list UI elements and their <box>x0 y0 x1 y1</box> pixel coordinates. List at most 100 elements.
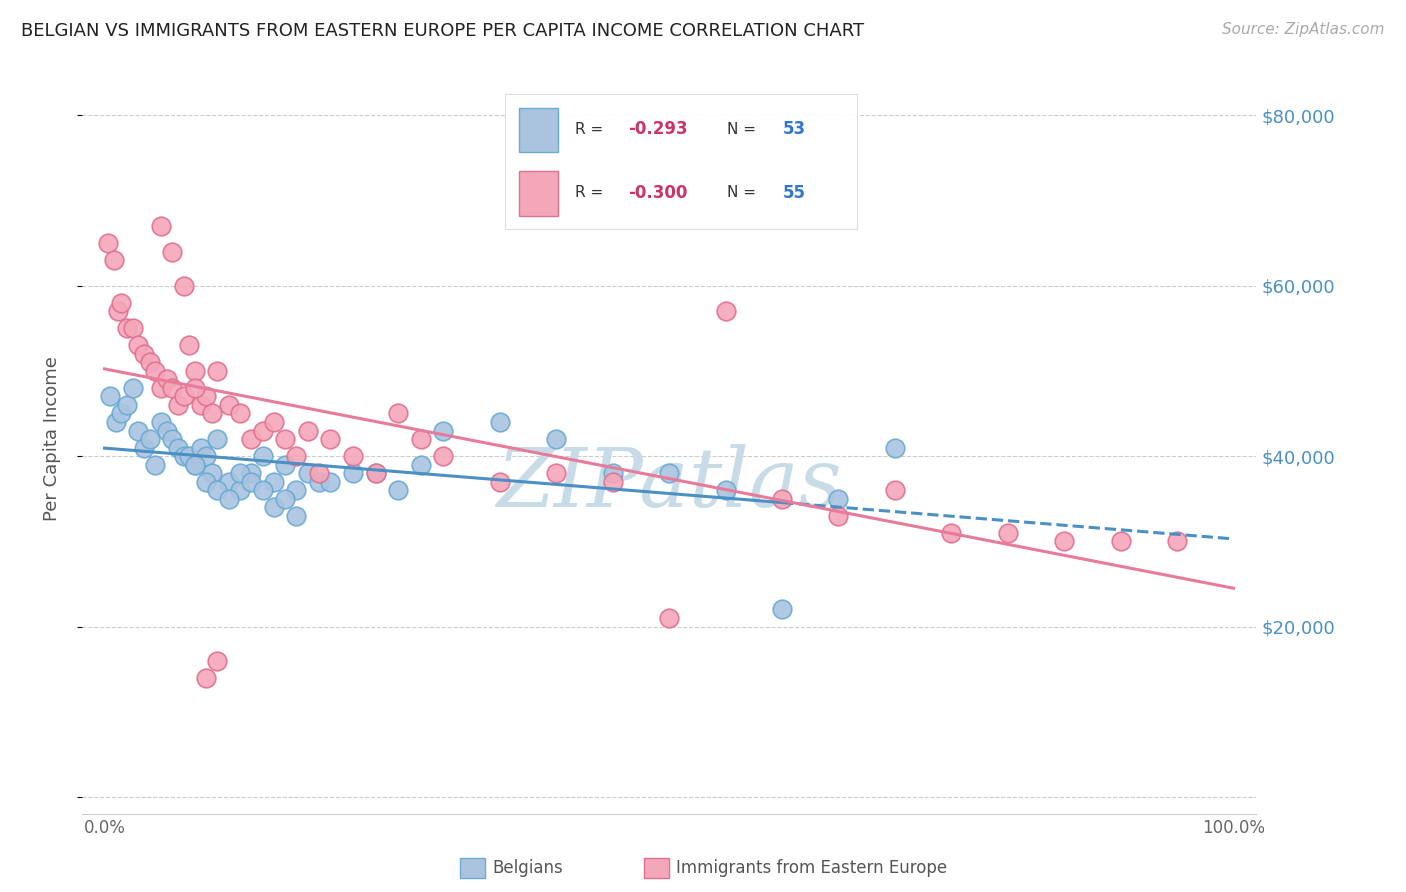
Point <box>364 466 387 480</box>
Point <box>263 475 285 489</box>
Point <box>127 424 149 438</box>
Point <box>274 458 297 472</box>
Point <box>121 381 143 395</box>
Point <box>263 500 285 515</box>
Point <box>173 389 195 403</box>
Point <box>127 338 149 352</box>
Point <box>179 449 201 463</box>
Text: Immigrants from Eastern Europe: Immigrants from Eastern Europe <box>676 859 948 877</box>
Point <box>285 449 308 463</box>
Text: BELGIAN VS IMMIGRANTS FROM EASTERN EUROPE PER CAPITA INCOME CORRELATION CHART: BELGIAN VS IMMIGRANTS FROM EASTERN EUROP… <box>21 22 865 40</box>
Point <box>184 458 207 472</box>
Point <box>218 491 240 506</box>
Point <box>132 347 155 361</box>
Point <box>297 424 319 438</box>
Point <box>110 295 132 310</box>
Point <box>162 381 184 395</box>
Point <box>207 432 229 446</box>
Point <box>883 483 905 498</box>
Text: Belgians: Belgians <box>492 859 562 877</box>
Point <box>110 407 132 421</box>
Point <box>342 466 364 480</box>
Point <box>240 466 263 480</box>
Point <box>173 449 195 463</box>
Point <box>770 602 793 616</box>
Point <box>1166 534 1188 549</box>
Point <box>184 381 207 395</box>
Point <box>97 235 120 250</box>
Point <box>149 415 172 429</box>
Point <box>143 364 166 378</box>
Point <box>167 441 190 455</box>
Point <box>156 372 179 386</box>
Point <box>184 458 207 472</box>
Point <box>308 475 330 489</box>
Point <box>190 441 212 455</box>
Point <box>1109 534 1132 549</box>
Point <box>115 398 138 412</box>
Point <box>207 483 229 498</box>
Point <box>207 364 229 378</box>
Point <box>546 466 568 480</box>
Point <box>342 449 364 463</box>
Text: Source: ZipAtlas.com: Source: ZipAtlas.com <box>1222 22 1385 37</box>
Point <box>432 424 454 438</box>
Point <box>770 491 793 506</box>
Point <box>827 491 849 506</box>
Point <box>308 466 330 480</box>
Point <box>240 432 263 446</box>
Point <box>240 475 263 489</box>
Point <box>103 253 125 268</box>
Point <box>387 483 409 498</box>
Point <box>104 415 127 429</box>
Point <box>218 398 240 412</box>
Point <box>488 415 510 429</box>
Point <box>201 407 224 421</box>
Point <box>488 475 510 489</box>
Y-axis label: Per Capita Income: Per Capita Income <box>44 357 60 522</box>
Point <box>229 407 252 421</box>
Point <box>190 398 212 412</box>
Point <box>546 432 568 446</box>
Point <box>149 219 172 233</box>
Point <box>162 432 184 446</box>
Point <box>195 475 218 489</box>
Point <box>1053 534 1076 549</box>
Point <box>121 321 143 335</box>
Point <box>143 458 166 472</box>
Point <box>997 525 1019 540</box>
Point <box>285 483 308 498</box>
Point <box>107 304 129 318</box>
Point <box>297 466 319 480</box>
Point <box>207 654 229 668</box>
Point <box>195 389 218 403</box>
Point <box>285 508 308 523</box>
Point <box>409 458 432 472</box>
Point <box>602 466 624 480</box>
Point <box>201 466 224 480</box>
Point <box>218 475 240 489</box>
Point <box>387 407 409 421</box>
Point <box>138 432 160 446</box>
Point <box>184 364 207 378</box>
Text: ZIPatlas: ZIPatlas <box>496 444 842 524</box>
Point <box>432 449 454 463</box>
Point <box>827 508 849 523</box>
Point <box>162 244 184 259</box>
Point <box>132 441 155 455</box>
Point <box>115 321 138 335</box>
Point <box>658 611 681 625</box>
Point <box>714 483 737 498</box>
Point <box>229 466 252 480</box>
Point <box>319 432 342 446</box>
Point <box>149 381 172 395</box>
Point <box>98 389 121 403</box>
Point <box>138 355 160 369</box>
Point <box>658 466 681 480</box>
Point <box>195 449 218 463</box>
Point <box>602 475 624 489</box>
Point <box>364 466 387 480</box>
Point <box>274 432 297 446</box>
Point <box>252 449 274 463</box>
Point <box>319 475 342 489</box>
